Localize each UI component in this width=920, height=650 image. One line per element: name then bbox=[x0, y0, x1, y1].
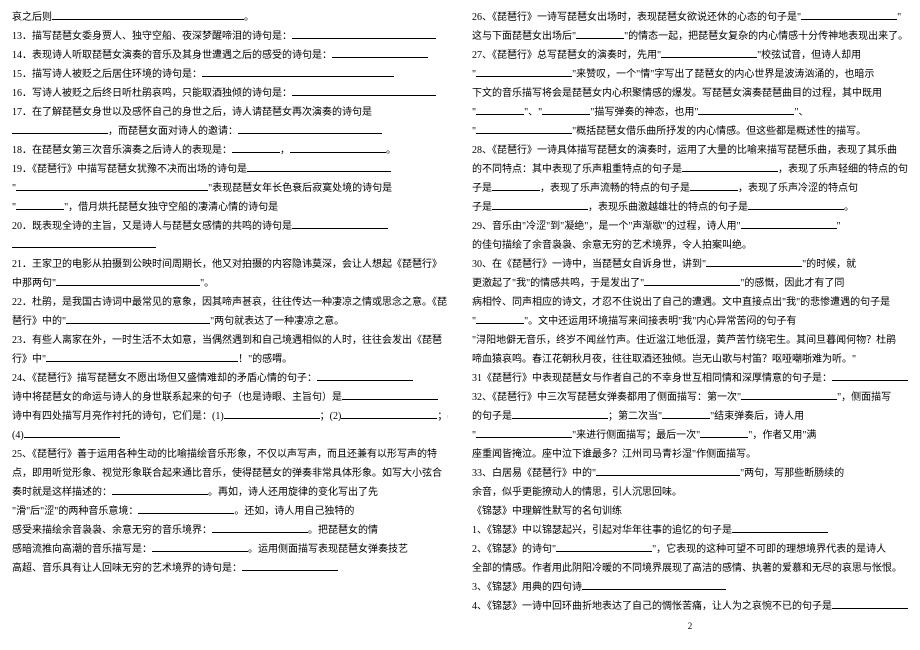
left-line-17: 23．有些人离家在外，一时生活不太如意，当偶然遇到和自己境遇相似的人时，往往会发… bbox=[12, 331, 448, 350]
left-line-1: 13．描写琵琶女委身贾人、独守空船、夜深梦醒啼泪的诗句是： bbox=[12, 27, 448, 46]
right-line-30: 3、《锦瑟》用典的四句诗 bbox=[472, 578, 908, 597]
left-line-5: 17．在了解琵琶女身世以及感怀自己的身世之后，诗人请琵琶女再次演奏的诗句是 bbox=[12, 103, 448, 122]
left-line-29: 高超、音乐具有让人回味无穷的艺术境界的诗句是： bbox=[12, 559, 448, 578]
left-line-2: 14．表现诗人听取琵琶女演奏的音乐及其身世遭遇之后的感受的诗句是： bbox=[12, 46, 448, 65]
left-line-10: ""，借月烘托琵琶女独守空船的凄清心情的诗句是 bbox=[12, 198, 448, 217]
right-line-26: 《锦瑟》中理解性默写的名句训练 bbox=[472, 502, 908, 521]
right-line-10: 子是，表现乐曲激越雄壮的特点的句子是。 bbox=[472, 198, 908, 217]
left-line-9: ""表现琵琶女年长色衰后寂寞处境的诗句是 bbox=[12, 179, 448, 198]
right-line-23: 座重闻皆掩泣。座中泣下谁最多？江州司马青衫湿"作侧面描写。 bbox=[472, 445, 908, 464]
right-line-29: 全部的情感。作者用此阴阳冷暖的不同境界展现了高洁的感情、执著的爱慕和无尽的哀思与… bbox=[472, 559, 908, 578]
right-line-3: ""来赞叹，一个"情"字写出了琵琶女的内心世界是波涛汹涌的，也暗示 bbox=[472, 65, 908, 84]
left-line-13: 21．王家卫的电影从拍摄到公映时间周期长，他又对拍摄的内容隐讳莫深，会让人想起《… bbox=[12, 255, 448, 274]
right-line-5: ""、""描写弹奏的神态，也用""、 bbox=[472, 103, 908, 122]
left-column: 哀之后则。13．描写琵琶女委身贾人、独守空船、夜深梦醒啼泪的诗句是：14．表现诗… bbox=[0, 0, 460, 650]
right-line-22: ""来进行侧面描写；最后一次""，作者又用"满 bbox=[472, 426, 908, 445]
right-line-12: 的佳句描绘了余音袅袅、余意无穷的艺术境界，令人拍案叫绝。 bbox=[472, 236, 908, 255]
left-line-14: 中那两句""。 bbox=[12, 274, 448, 293]
left-line-24: 点，即用听觉形象、视觉形象联合起来通比音乐，使得琵琶女的弹奏非常具体形象。如写大… bbox=[12, 464, 448, 483]
right-line-15: 病相怜、同声相应的诗文，才忍不住说出了自己的遭遇。文中直接点出"我"的悲惨遭遇的… bbox=[472, 293, 908, 312]
left-line-18: 行》中"！"的感喟。 bbox=[12, 350, 448, 369]
right-line-11: 29、音乐由"冷涩"到"凝绝"，是一个"声渐歇"的过程，诗人用"" bbox=[472, 217, 908, 236]
right-line-16: ""。文中还运用环境描写来间接表明"我"内心异常苦闷的句子有 bbox=[472, 312, 908, 331]
right-line-13: 30、在《琵琶行》一诗中，当琵琶女自诉身世，讲到""的时候，就 bbox=[472, 255, 908, 274]
left-line-15: 22．杜鹃，是我国古诗词中最常见的意象，因其啼声甚哀，往往传达一种凄凉之情或思念… bbox=[12, 293, 448, 312]
left-line-12 bbox=[12, 236, 448, 255]
left-line-25: 奏时就是这样描述的：。再如，诗人还用旋律的变化写出了先 bbox=[12, 483, 448, 502]
page-number: 2 bbox=[472, 618, 908, 635]
right-line-8: 的不同特点：其中表现了乐声粗重特点的句子是，表现了乐声轻细的特点的句 bbox=[472, 160, 908, 179]
right-line-7: 28、《琵琶行》一诗具体描写琵琶女的演奏时，运用了大量的比喻来描写琵琶乐曲，表现… bbox=[472, 141, 908, 160]
right-line-18: 啼血猿哀鸣。春江花朝秋月夜，往往取酒还独倾。岂无山歌与村笛？呕哑嘲哳难为听。" bbox=[472, 350, 908, 369]
right-line-6: ""概括琵琶女借乐曲所抒发的内心情感。但这些都是概述性的描写。 bbox=[472, 122, 908, 141]
left-line-20: 诗中将琵琶女的命运与诗人的身世联系起来的句子（也是诗眼、主旨句）是 bbox=[12, 388, 448, 407]
right-line-20: 32、《琵琶行》中三次写琵琶女弹奏都用了侧面描写：第一次""，侧面描写 bbox=[472, 388, 908, 407]
right-line-17: "浔阳地僻无音乐，终岁不闻丝竹声。住近湓江地低湿，黄芦苦竹绕宅生。其间旦暮闻何物… bbox=[472, 331, 908, 350]
left-line-0: 哀之后则。 bbox=[12, 8, 448, 27]
left-line-26: "滑"后"涩"的两种音乐意境：。还如，诗人用自己独特的 bbox=[12, 502, 448, 521]
right-line-24: 33、白居易《琵琶行》中的""两句，写那些断肠续的 bbox=[472, 464, 908, 483]
right-line-2: 27、《琵琶行》总写琵琶女的演奏时，先用""校弦试音，但诗人却用 bbox=[472, 46, 908, 65]
left-line-3: 15．描写诗人被贬之后居住环境的诗句是： bbox=[12, 65, 448, 84]
left-line-6: ，而琵琶女面对诗人的邀请： bbox=[12, 122, 448, 141]
left-line-7: 18．在琵琶女第三次音乐演奏之后诗人的表现是：，。 bbox=[12, 141, 448, 160]
right-line-0: 26、《琵琶行》一诗写琵琶女出场时，表现琵琶女欲说还休的心态的句子是"" bbox=[472, 8, 908, 27]
left-line-28: 感暗流推向高潮的音乐描写是：。运用侧面描写表现琵琶女弹奏技艺 bbox=[12, 540, 448, 559]
left-line-4: 16．写诗人被贬之后终日听杜鹃哀鸣，只能取酒独倾的诗句是： bbox=[12, 84, 448, 103]
right-line-31: 4、《锦瑟》一诗中回环曲折地表达了自己的惆怅苦痛，让人为之哀惋不已的句子是 bbox=[472, 597, 908, 616]
right-line-25: 余音，似乎更能撩动人的情思，引人沉思回味。 bbox=[472, 483, 908, 502]
right-line-19: 31《琵琶行》中表现琵琶女与作者自己的不幸身世互相同情和深厚情意的句子是： bbox=[472, 369, 908, 388]
right-line-9: 子是，表现了乐声流畅的特点的句子是，表现了乐声冷涩的特点句 bbox=[472, 179, 908, 198]
right-line-27: 1、《锦瑟》中以锦瑟起兴，引起对华年往事的追忆的句子是 bbox=[472, 521, 908, 540]
right-line-28: 2、《锦瑟》的诗句""，它表现的这种可望不可即的理想境界代表的是诗人 bbox=[472, 540, 908, 559]
left-line-8: 19．《琵琶行》中描写琵琶女犹豫不决而出场的诗句是 bbox=[12, 160, 448, 179]
left-line-11: 20．既表现全诗的主旨，又是诗人与琵琶女感情的共鸣的诗句是 bbox=[12, 217, 448, 236]
left-line-16: 琶行》中的""两句就表达了一种凄凉之意。 bbox=[12, 312, 448, 331]
left-line-22: (4) bbox=[12, 426, 448, 445]
right-line-1: 这与下面琵琶女出场后""的情态一起，把琵琶女复杂的内心情感十分传神地表现出来了。 bbox=[472, 27, 908, 46]
right-line-4: 下文的音乐描写将会是琵琶女内心积聚情感的爆发。写琵琶女演奏琵琶曲目的过程，其中既… bbox=[472, 84, 908, 103]
right-line-21: 的句子是；第二次当""结束弹奏后，诗人用 bbox=[472, 407, 908, 426]
left-line-27: 感受来描绘余音袅袅、余意无穷的音乐境界：。把琵琶女的情 bbox=[12, 521, 448, 540]
left-line-19: 24、《琵琶行》描写琵琶女不愿出场但又盛情难却的矛盾心情的句子： bbox=[12, 369, 448, 388]
left-line-21: 诗中有四处描写月亮作衬托的诗句，它们是：(1)；(2)；(3) bbox=[12, 407, 448, 426]
right-column: 26、《琵琶行》一诗写琵琶女出场时，表现琵琶女欲说还休的心态的句子是""这与下面… bbox=[460, 0, 920, 650]
left-line-23: 25、《琵琶行》善于运用各种生动的比喻描绘音乐形象，不仅以声写声，而且还兼有以形… bbox=[12, 445, 448, 464]
right-line-14: 更激起了"我"的情感共鸣，于是发出了""的感慨，因此才有了同 bbox=[472, 274, 908, 293]
